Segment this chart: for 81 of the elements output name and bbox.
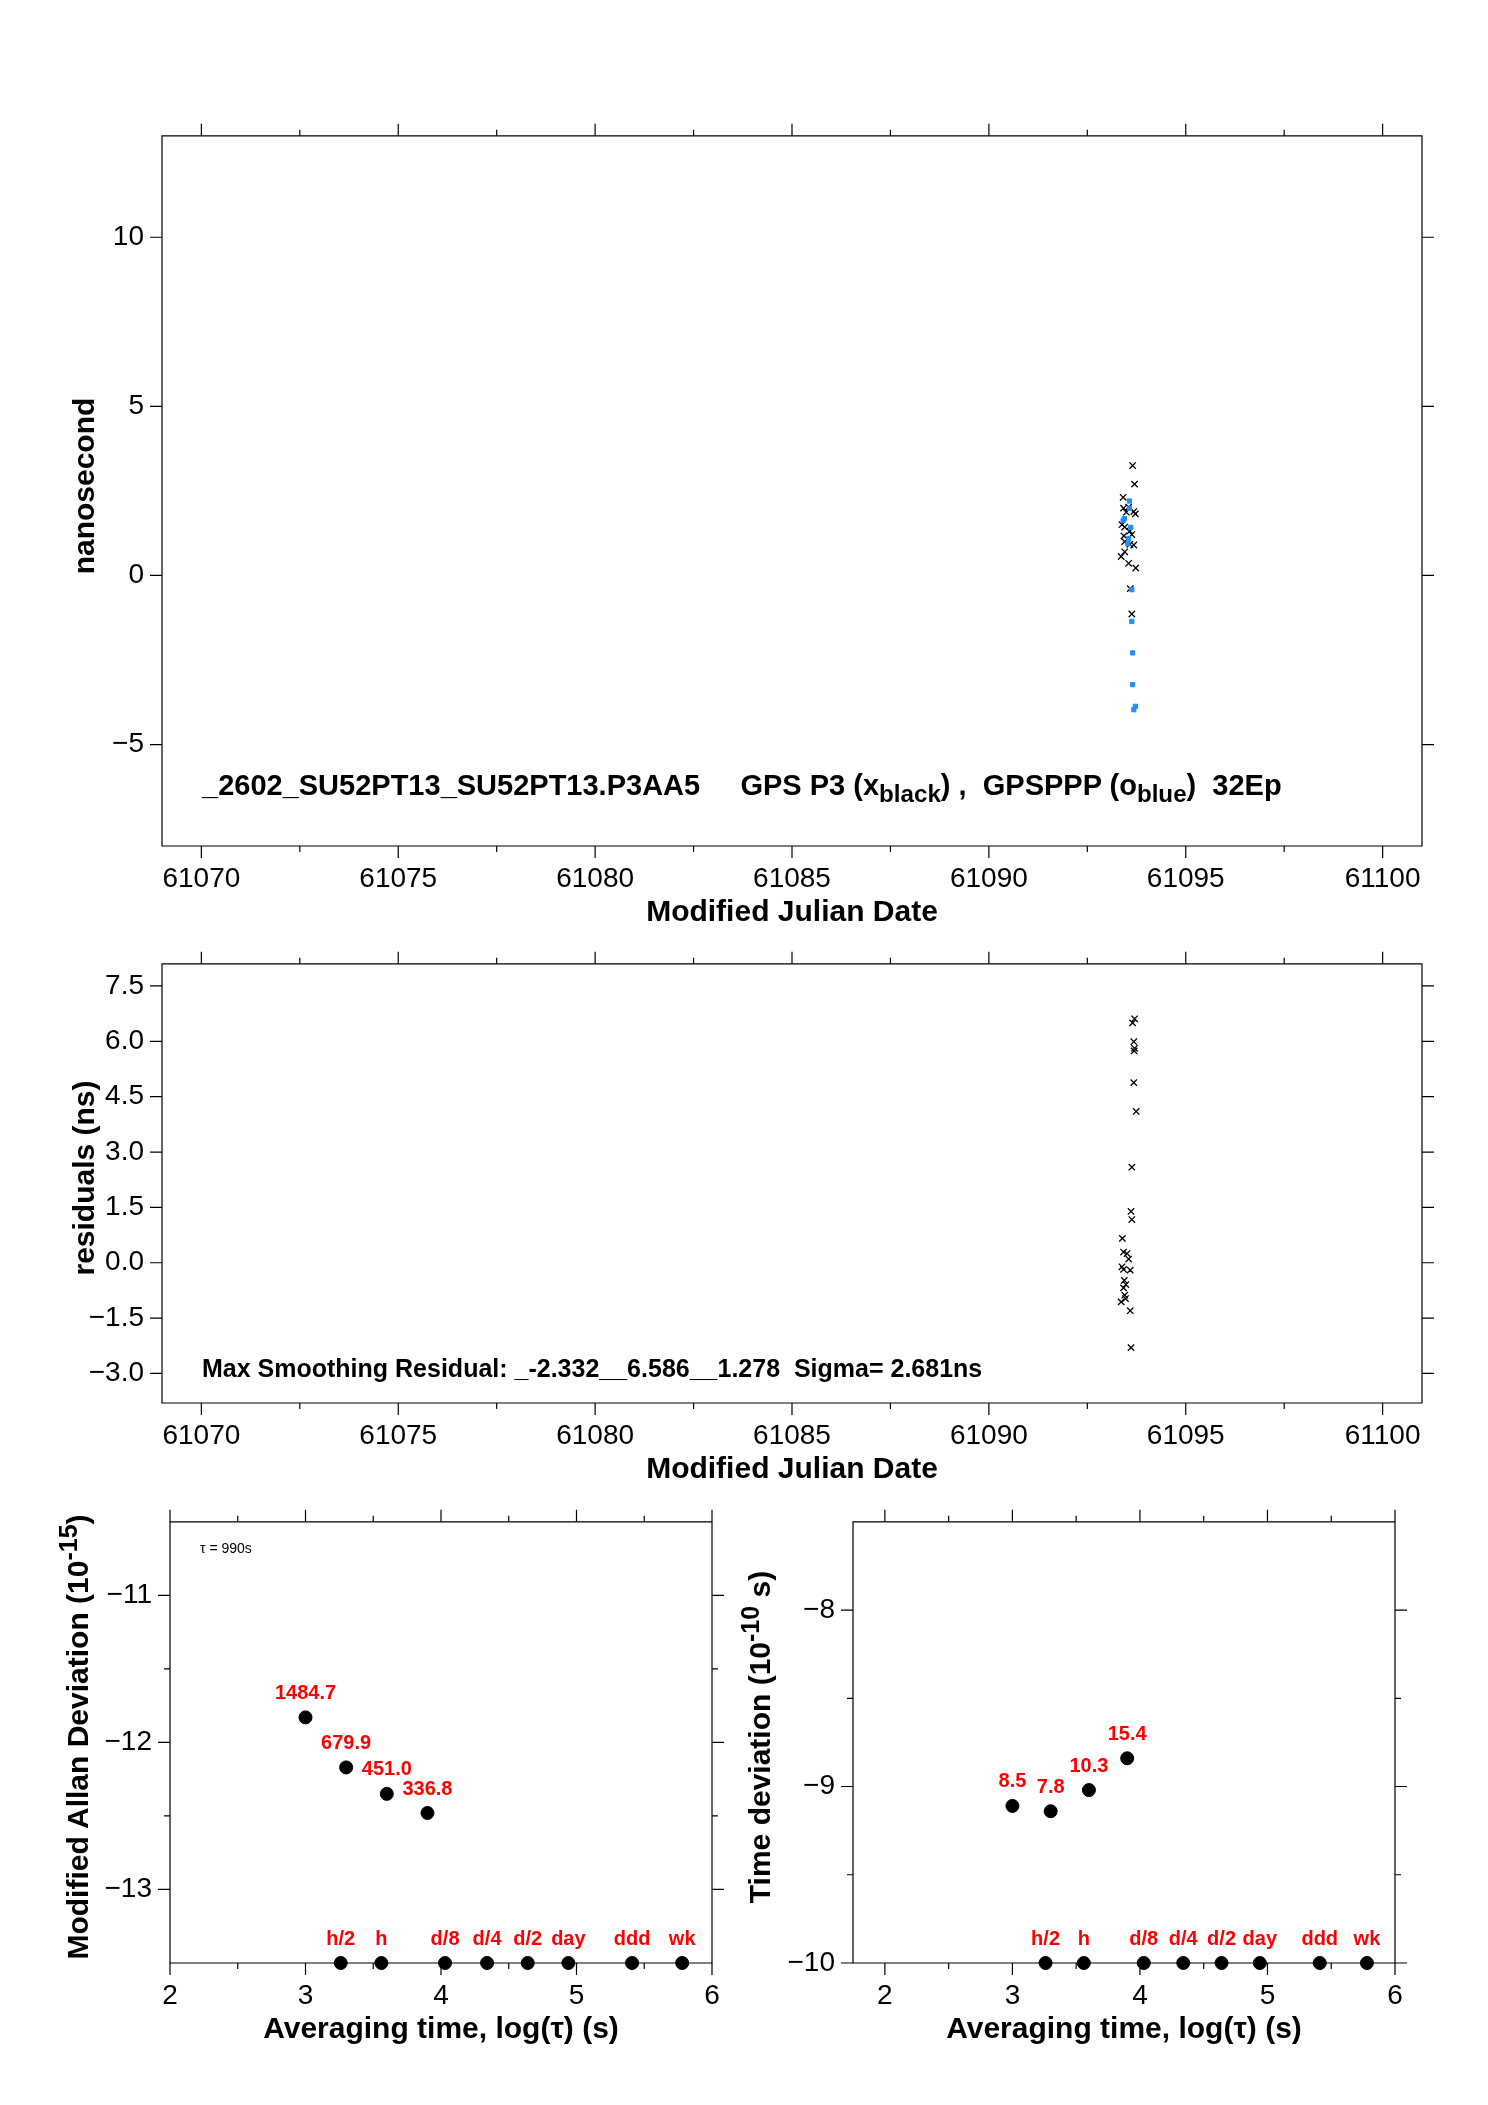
- y-tick-label: 0: [128, 558, 144, 590]
- x-tick-label: 2: [162, 1978, 178, 2010]
- annotation: wk: [1352, 1926, 1382, 1949]
- point: [298, 1710, 313, 1725]
- y-tick-label: −9: [803, 1769, 835, 1801]
- annotation: 7.8: [1036, 1774, 1065, 1797]
- annotation: d/4: [472, 1926, 503, 1949]
- y-tick-label: −12: [104, 1725, 152, 1757]
- x-tick-label: 3: [297, 1978, 314, 2010]
- y-tick-label: −3.0: [88, 1356, 144, 1388]
- annotation: d/2: [513, 1926, 543, 1949]
- point: [1043, 1804, 1058, 1819]
- annotation: ddd: [613, 1926, 651, 1949]
- y-tick-label: 3.0: [105, 1134, 144, 1166]
- x-axis-title: Modified Julian Date: [645, 1451, 939, 1484]
- annotation: 8.5: [998, 1769, 1027, 1792]
- y-tick-label: −11: [106, 1578, 152, 1610]
- point: [420, 1805, 435, 1820]
- point: [1120, 1751, 1135, 1766]
- x-tick-label: 61080: [556, 1418, 635, 1450]
- annotation: d/4: [1168, 1926, 1199, 1949]
- point: [1005, 1798, 1020, 1813]
- x-tick-label: 4: [1132, 1978, 1148, 2010]
- x-tick-label: 61070: [162, 861, 241, 893]
- y-tick-label: −1.5: [88, 1300, 144, 1332]
- x-tick-label: 61080: [556, 861, 635, 893]
- y-tick-label: 5: [128, 389, 144, 421]
- x-tick-label: 61095: [1146, 1418, 1225, 1450]
- annotation: d/8: [430, 1926, 460, 1949]
- x-tick-label: 61090: [949, 861, 1028, 893]
- y-tick-label: 4.5: [105, 1079, 144, 1111]
- annotation: d/8: [1129, 1926, 1159, 1949]
- annotation: day: [1242, 1926, 1278, 1949]
- y-axis-title: nanosecond: [66, 397, 100, 574]
- x-tick-label: 61075: [359, 1418, 438, 1450]
- annotation: 679.9: [321, 1730, 372, 1753]
- y-tick-label: −13: [104, 1872, 152, 1904]
- annotation: d/2: [1207, 1926, 1237, 1949]
- x-tick-label: 3: [1004, 1978, 1021, 2010]
- annotation: 10.3: [1069, 1753, 1109, 1776]
- y-tick-label: −8: [803, 1592, 835, 1624]
- annotation: ddd: [1301, 1926, 1339, 1949]
- annotation: τ = 990s: [200, 1540, 252, 1557]
- y-tick-label: 10: [112, 219, 144, 251]
- annotation: Max Smoothing Residual: _-2.332__6.586__1.278 Sigma= 2.681ns: [202, 1354, 983, 1383]
- y-tick-label: −5: [112, 727, 144, 759]
- point: [1081, 1783, 1096, 1798]
- annotation: h/2: [326, 1926, 356, 1949]
- y-tick-label: 1.5: [105, 1190, 144, 1222]
- annotation: h: [375, 1926, 388, 1949]
- annotation: h: [1077, 1926, 1090, 1949]
- x-tick-label: 5: [1259, 1978, 1276, 2010]
- x-tick-label: 61090: [949, 1418, 1028, 1450]
- x-tick-label: 61070: [162, 1418, 241, 1450]
- annotation: day: [551, 1926, 587, 1949]
- x-tick-label: 61100: [1344, 1418, 1421, 1450]
- x-tick-label: 61085: [753, 861, 831, 893]
- x-tick-label: 6: [1387, 1978, 1403, 2010]
- x-axis-title: Averaging time, log(τ) (s): [945, 2011, 1303, 2044]
- x-tick-label: 5: [568, 1978, 585, 2010]
- x-tick-label: 4: [433, 1978, 449, 2010]
- point: [339, 1760, 354, 1775]
- annotation: wk: [667, 1926, 697, 1949]
- annotation: _2602_SU52PT13_SU52PT13.P3AA5 GPS P3 (x$_{black}$) , GPSPPP (o$_{blue}$) 32Ep: [202, 769, 1282, 808]
- x-tick-label: 2: [877, 1978, 893, 2010]
- annotation: 1484.7: [274, 1680, 337, 1703]
- x-axis-title: Modified Julian Date: [645, 894, 939, 927]
- y-tick-label: 7.5: [105, 968, 144, 1000]
- y-tick-label: −10: [787, 1945, 835, 1977]
- x-tick-label: 61095: [1146, 861, 1225, 893]
- y-tick-label: 0.0: [105, 1245, 144, 1277]
- y-axis-title: residuals (ns): [66, 1080, 100, 1276]
- x-tick-label: 61085: [753, 1418, 831, 1450]
- point: [379, 1786, 394, 1801]
- x-tick-label: 61100: [1344, 861, 1421, 893]
- x-tick-label: 6: [704, 1978, 720, 2010]
- x-tick-label: 61075: [359, 861, 438, 893]
- annotation: h/2: [1031, 1926, 1061, 1949]
- annotation: 15.4: [1107, 1721, 1148, 1744]
- x-axis-title: Averaging time, log(τ) (s): [262, 2011, 620, 2044]
- y-tick-label: 6.0: [105, 1024, 144, 1056]
